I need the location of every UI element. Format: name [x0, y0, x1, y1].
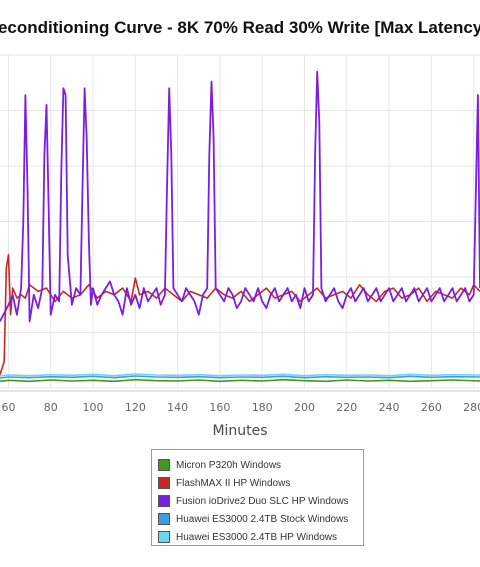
series-line-huawei-es3000-2-4tb-stock-windows	[0, 375, 480, 379]
chart-title: Preconditioning Curve - 8K 70% Read 30% …	[0, 18, 480, 37]
legend-label: Fusion ioDrive2 Duo SLC HP Windows	[176, 495, 349, 507]
legend-item[interactable]: Huawei ES3000 2.4TB HP Windows	[152, 528, 363, 546]
series-line-huawei-es3000-2-4tb-hp-windows	[0, 373, 480, 377]
x-tick-label: 200	[294, 401, 315, 414]
series-line-fusion-iodrive2-duo-slc-hp-windows	[0, 70, 480, 323]
legend-swatch	[158, 531, 170, 543]
legend-item[interactable]: Fusion ioDrive2 Duo SLC HP Windows	[152, 492, 363, 510]
chart-plot: 60 80 100 120 140 160 180 200 220 240 260 280	[0, 54, 480, 414]
legend-label: Huawei ES3000 2.4TB Stock Windows	[176, 513, 349, 525]
x-tick-label: 280	[463, 401, 480, 414]
legend: Micron P320h Windows FlashMAX II HP Windo…	[151, 449, 364, 546]
x-tick-label: 240	[379, 401, 400, 414]
legend-item[interactable]: FlashMAX II HP Windows	[152, 474, 363, 492]
legend-item[interactable]: Huawei ES3000 2.4TB Stock Windows	[152, 510, 363, 528]
x-axis-label: Minutes	[212, 423, 268, 439]
x-tick-label: 260	[421, 401, 442, 414]
legend-label: Micron P320h Windows	[176, 459, 282, 471]
legend-label: FlashMAX II HP Windows	[176, 477, 291, 489]
x-tick-label: 160	[209, 401, 230, 414]
series-line-micron-p320h-windows	[0, 378, 480, 383]
x-tick-label: 100	[83, 401, 104, 414]
legend-item[interactable]: Micron P320h Windows	[152, 456, 363, 474]
legend-swatch	[158, 477, 170, 489]
legend-label: Huawei ES3000 2.4TB HP Windows	[176, 531, 338, 543]
x-tick-label: 180	[252, 401, 273, 414]
legend-swatch	[158, 495, 170, 507]
x-tick-label: 80	[44, 401, 58, 414]
x-tick-label: 120	[125, 401, 146, 414]
legend-swatch	[158, 513, 170, 525]
x-tick-label: 220	[336, 401, 357, 414]
legend-swatch	[158, 459, 170, 471]
x-tick-label: 140	[167, 401, 188, 414]
x-tick-label: 60	[1, 401, 15, 414]
series-line-flashmax-ii-hp-windows	[0, 254, 480, 375]
